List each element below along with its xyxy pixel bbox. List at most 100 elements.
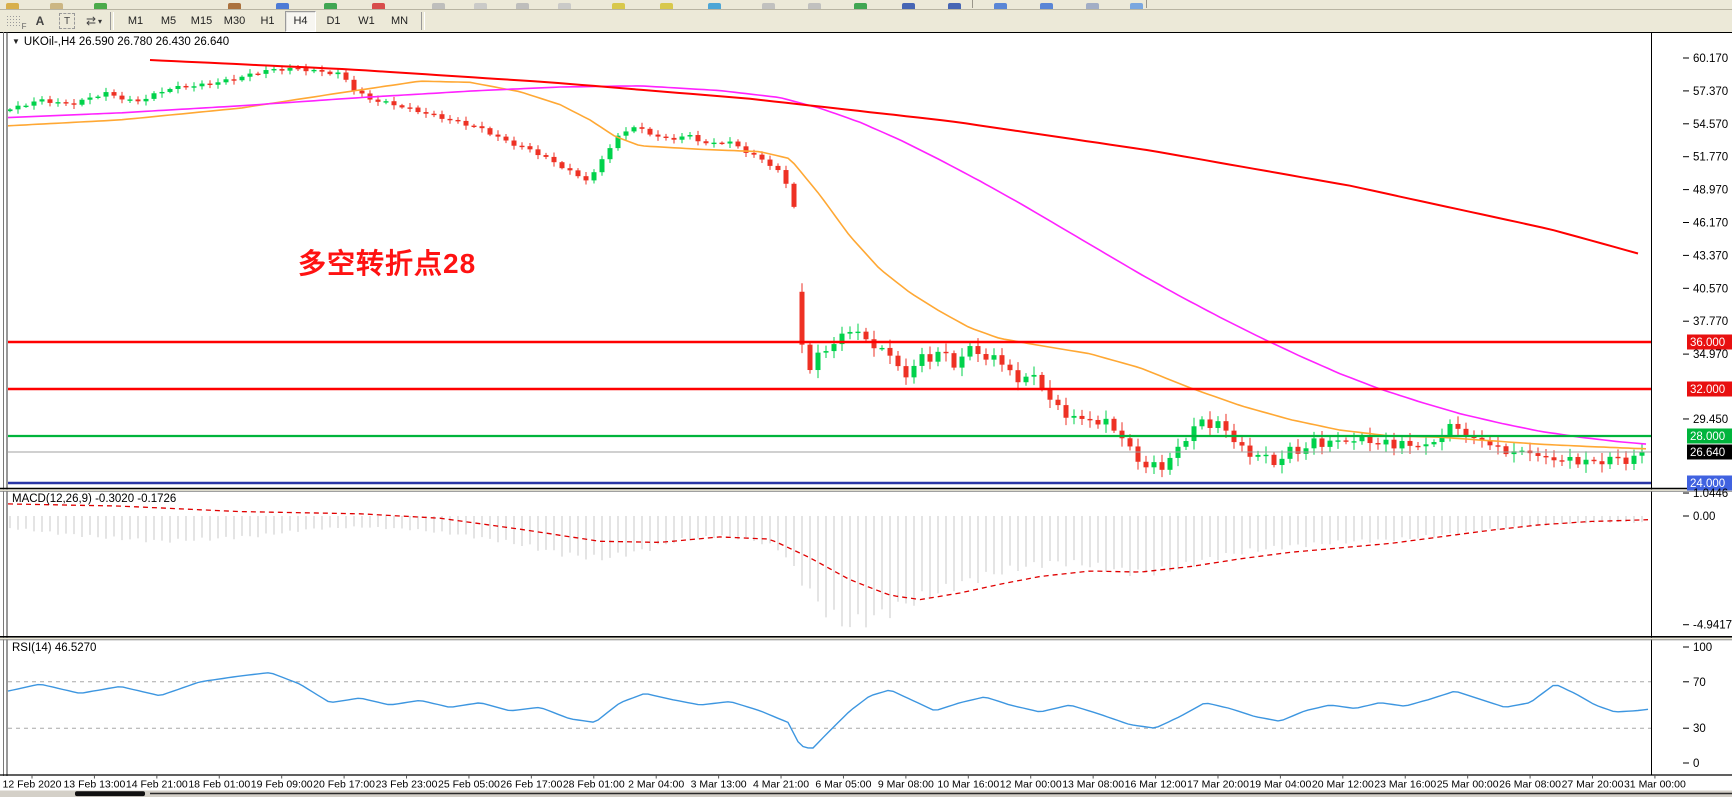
svg-text:-4.9417: -4.9417 xyxy=(1693,620,1732,632)
chart-canvas[interactable]: 60.170 57.370 54.570 51.770 48.970 46.170 43.3… xyxy=(0,32,1732,797)
svg-text:100: 100 xyxy=(1693,642,1712,654)
svg-text:20 Mar 12:00: 20 Mar 12:00 xyxy=(1312,779,1374,791)
svg-text:23 Feb 23:00: 23 Feb 23:00 xyxy=(376,779,438,791)
svg-text:34.970: 34.970 xyxy=(1693,349,1728,361)
toolbar-icon[interactable] xyxy=(708,3,721,9)
svg-text:43.370: 43.370 xyxy=(1693,250,1728,262)
font-tool-icon[interactable]: A xyxy=(35,14,45,28)
toolbar-icon[interactable] xyxy=(1040,3,1053,9)
svg-text:0: 0 xyxy=(1693,758,1699,770)
rsi-layer xyxy=(7,672,1651,749)
svg-text:12 Mar 00:00: 12 Mar 00:00 xyxy=(1000,779,1062,791)
timeframe-button-D1[interactable]: D1 xyxy=(326,15,341,27)
toolbar-icon[interactable] xyxy=(1130,3,1143,9)
toolbar-icon[interactable] xyxy=(324,3,337,9)
svg-text:60.170: 60.170 xyxy=(1693,53,1728,65)
svg-text:19 Feb 09:00: 19 Feb 09:00 xyxy=(251,779,313,791)
moving-averages-layer xyxy=(8,59,1647,450)
time-axis[interactable]: 12 Feb 2020 13 Feb 13:00 14 Feb 21:00 18 Fe… xyxy=(0,775,1732,791)
chart-toolbar: F A T ⇄ ▾ M1 M5 M15 M30 H1 H4 D1 W1 MN xyxy=(0,10,1732,33)
toolbar-icon[interactable] xyxy=(660,3,673,9)
svg-text:26 Mar 08:00: 26 Mar 08:00 xyxy=(1499,779,1561,791)
toolbar-icon[interactable] xyxy=(474,3,487,9)
svg-text:30: 30 xyxy=(1693,723,1706,735)
grid-icon[interactable]: F xyxy=(1,12,27,31)
timeframe-button-M30[interactable]: M30 xyxy=(223,15,246,27)
toolbar-icon[interactable] xyxy=(808,3,821,9)
toolbar-icon[interactable] xyxy=(994,3,1007,9)
svg-text:57.370: 57.370 xyxy=(1693,86,1728,98)
svg-text:13 Feb 13:00: 13 Feb 13:00 xyxy=(63,779,125,791)
price-axis[interactable]: 60.170 57.370 54.570 51.770 48.970 46.170 43.3… xyxy=(1683,53,1732,770)
toolbar-panel xyxy=(0,0,973,8)
toolbar-icon[interactable] xyxy=(948,3,961,9)
svg-text:27 Mar 20:00: 27 Mar 20:00 xyxy=(1562,779,1624,791)
svg-text:14 Feb 21:00: 14 Feb 21:00 xyxy=(126,779,188,791)
chart-area[interactable]: 60.170 57.370 54.570 51.770 48.970 46.170 43.3… xyxy=(0,32,1732,797)
candles-layer xyxy=(8,63,1645,478)
timeframe-button-M15[interactable]: M15 xyxy=(190,15,213,27)
svg-text:19 Mar 04:00: 19 Mar 04:00 xyxy=(1249,779,1311,791)
toolbar-icon[interactable] xyxy=(902,3,915,9)
svg-text:9 Mar 08:00: 9 Mar 08:00 xyxy=(878,779,934,791)
svg-text:13 Mar 08:00: 13 Mar 08:00 xyxy=(1062,779,1124,791)
svg-text:31 Mar 00:00: 31 Mar 00:00 xyxy=(1624,779,1686,791)
toolbar-icon[interactable] xyxy=(854,3,867,9)
top-toolbar xyxy=(0,0,1732,10)
toolbar-icon[interactable] xyxy=(372,3,385,9)
svg-text:23 Mar 16:00: 23 Mar 16:00 xyxy=(1374,779,1436,791)
svg-text:48.970: 48.970 xyxy=(1693,185,1728,197)
svg-text:40.570: 40.570 xyxy=(1693,283,1728,295)
timeframe-button-M5[interactable]: M5 xyxy=(160,15,177,27)
toolbar-panel-2 xyxy=(976,0,1147,8)
svg-text:25 Feb 05:00: 25 Feb 05:00 xyxy=(438,779,500,791)
svg-text:46.170: 46.170 xyxy=(1693,218,1728,230)
toolbar-icon[interactable] xyxy=(94,3,107,9)
toolbar-icon[interactable] xyxy=(558,3,571,9)
timeframe-button-M1[interactable]: M1 xyxy=(127,15,144,27)
toolbar-icon[interactable] xyxy=(1086,3,1099,9)
svg-text:28.000: 28.000 xyxy=(1690,431,1725,443)
svg-text:28 Feb 01:00: 28 Feb 01:00 xyxy=(563,779,625,791)
toolbar-icon[interactable] xyxy=(228,3,241,9)
svg-text:36.000: 36.000 xyxy=(1690,337,1725,349)
svg-text:26.640: 26.640 xyxy=(1690,447,1725,459)
text-label-tool-icon[interactable]: T xyxy=(57,12,77,30)
svg-text:54.570: 54.570 xyxy=(1693,119,1728,131)
timeframe-button-group: M1 M5 M15 M30 H1 H4 D1 W1 MN xyxy=(119,10,416,32)
toolbar-separator xyxy=(421,12,425,30)
timeframe-button-H1[interactable]: H1 xyxy=(260,15,275,27)
cursor-tool-icon[interactable]: ⇄ ▾ xyxy=(85,14,103,28)
timeframe-button-H4[interactable]: H4 xyxy=(285,10,316,32)
svg-text:18 Feb 01:00: 18 Feb 01:00 xyxy=(188,779,250,791)
scrollbar-thumb[interactable] xyxy=(75,791,145,797)
svg-text:4 Mar 21:00: 4 Mar 21:00 xyxy=(753,779,809,791)
svg-text:29.450: 29.450 xyxy=(1693,414,1728,426)
svg-text:37.770: 37.770 xyxy=(1693,316,1728,328)
toolbar-icon[interactable] xyxy=(612,3,625,9)
svg-text:51.770: 51.770 xyxy=(1693,152,1728,164)
svg-text:1.0446: 1.0446 xyxy=(1693,488,1728,500)
svg-text:25 Mar 00:00: 25 Mar 00:00 xyxy=(1437,779,1499,791)
toolbar-icon[interactable] xyxy=(276,3,289,9)
toolbar-icon[interactable] xyxy=(762,3,775,9)
svg-text:12 Feb 2020: 12 Feb 2020 xyxy=(3,779,62,791)
toolbar-icon[interactable] xyxy=(6,3,19,9)
toolbar-icon[interactable] xyxy=(432,3,445,9)
toolbar-separator xyxy=(110,12,114,30)
svg-text:10 Mar 16:00: 10 Mar 16:00 xyxy=(937,779,999,791)
dropdown-caret-icon[interactable]: ▾ xyxy=(98,16,103,26)
svg-text:2 Mar 04:00: 2 Mar 04:00 xyxy=(628,779,684,791)
svg-text:70: 70 xyxy=(1693,677,1706,689)
toolbar-icon[interactable] xyxy=(50,3,63,9)
svg-text:16 Mar 12:00: 16 Mar 12:00 xyxy=(1125,779,1187,791)
timeframe-button-W1[interactable]: W1 xyxy=(358,15,375,27)
horizontal-scrollbar[interactable] xyxy=(0,790,1732,797)
timeframe-button-MN[interactable]: MN xyxy=(390,15,409,27)
svg-text:6 Mar 05:00: 6 Mar 05:00 xyxy=(815,779,871,791)
svg-text:26 Feb 17:00: 26 Feb 17:00 xyxy=(500,779,562,791)
svg-text:0.00: 0.00 xyxy=(1693,511,1715,523)
toolbar-icon[interactable] xyxy=(516,3,529,9)
svg-text:32.000: 32.000 xyxy=(1690,384,1725,396)
